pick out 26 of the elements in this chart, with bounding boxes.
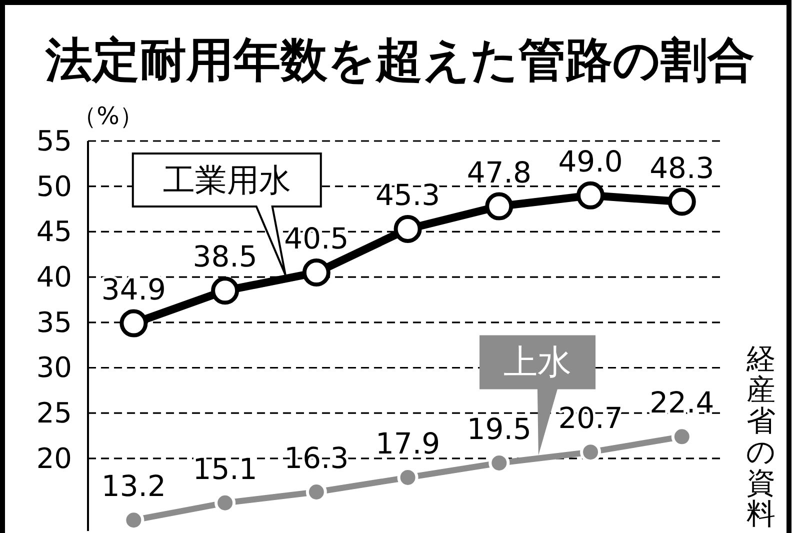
data-label: 40.5	[284, 222, 349, 256]
data-label: 19.5	[466, 412, 532, 446]
source-note: 経産省の資料	[746, 342, 776, 531]
data-label: 22.4	[650, 386, 714, 420]
series-name: 上水	[504, 342, 572, 382]
data-label: 45.3	[376, 178, 440, 212]
data-label: 49.0	[558, 144, 623, 178]
data-label: 47.8	[466, 155, 532, 190]
series-name: 工業用水	[162, 161, 291, 199]
data-label: 38.5	[192, 240, 258, 274]
data-label: 34.9	[101, 272, 166, 306]
y-tick-label: 40	[36, 260, 72, 294]
y-axis-title: （%）	[72, 102, 144, 130]
data-label: 17.9	[376, 426, 440, 460]
y-tick-label: 35	[36, 306, 72, 339]
data-label: 20.7	[558, 401, 623, 436]
title: 法定耐用年数を超えた管路の割合	[46, 33, 754, 88]
data-label: 15.1	[192, 452, 258, 486]
y-tick-label: 30	[36, 351, 72, 384]
data-label: 48.3	[650, 150, 714, 185]
y-tick-label: 25	[36, 396, 72, 430]
y-tick-label: 55	[36, 124, 72, 158]
data-label: 13.2	[101, 469, 166, 504]
y-tick-label: 50	[36, 170, 72, 203]
y-tick-label: 45	[36, 215, 72, 248]
y-tick-label: 20	[36, 442, 72, 475]
